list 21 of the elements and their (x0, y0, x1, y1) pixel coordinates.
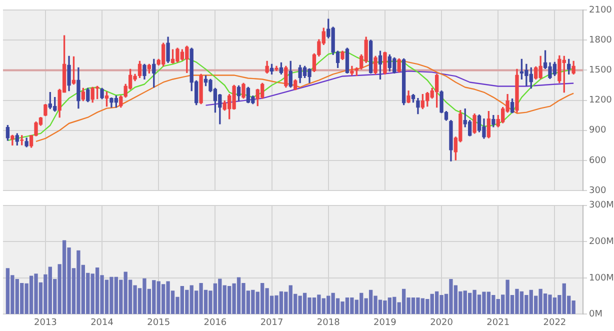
x-tick-label: 2018 (316, 318, 340, 328)
x-tick-label: 2014 (90, 318, 114, 328)
y-tick-label: 2100 (589, 5, 612, 16)
y-tick-label: 1200 (589, 96, 612, 106)
y-tick-label: 1800 (589, 35, 612, 46)
x-tick-label: 2013 (34, 318, 57, 328)
y-tick-label: 200M (589, 237, 614, 248)
y-tick-label: 300 (589, 186, 606, 196)
x-tick-label: 2020 (430, 318, 454, 328)
x-tick-label: 2021 (486, 318, 510, 328)
x-tick-label: 2016 (204, 318, 227, 328)
y-tick-label: 0M (589, 310, 602, 320)
x-tick-label: 2015 (147, 318, 170, 328)
y-tick-label: 600 (589, 156, 606, 166)
y-tick-label: 1500 (589, 66, 612, 76)
x-tick-label: 2022 (543, 318, 566, 328)
y-tick-label: 900 (589, 126, 606, 136)
x-tick-label: 2017 (260, 318, 284, 328)
x-tick-label: 2019 (374, 318, 397, 328)
y-tick-label: 300M (589, 200, 614, 211)
y-tick-label: 100M (589, 273, 614, 284)
